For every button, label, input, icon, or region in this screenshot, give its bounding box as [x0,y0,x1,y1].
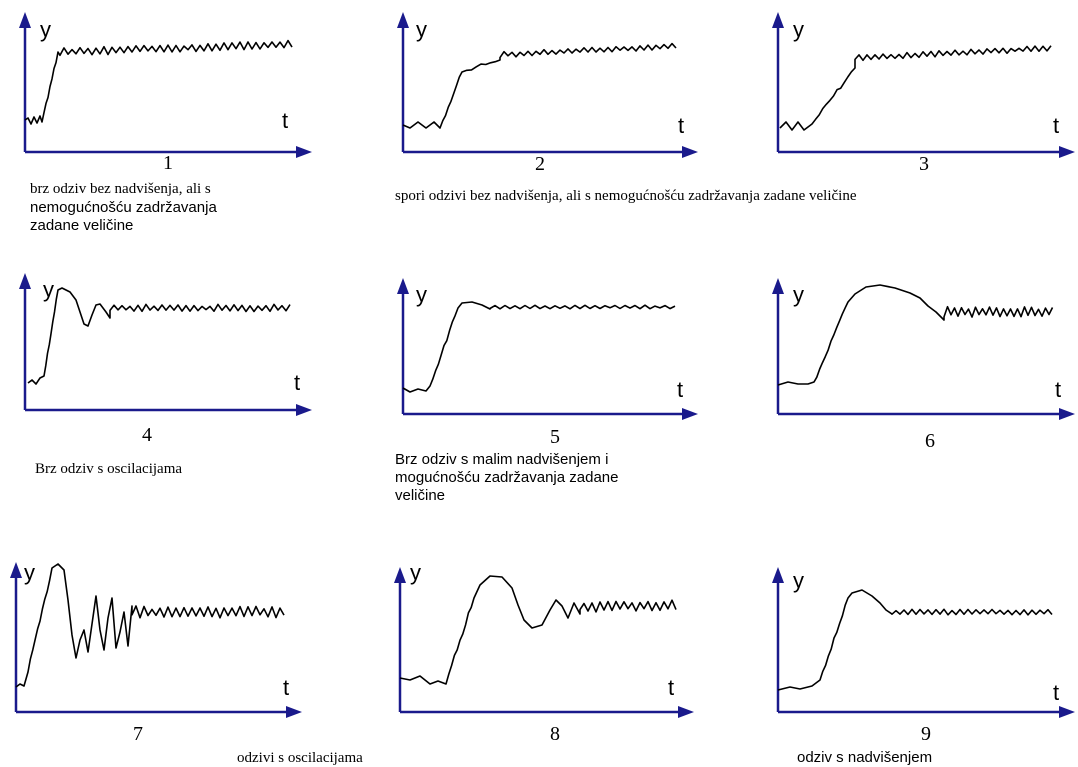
panel-5: y t 5 [397,278,698,448]
panel-8-number: 8 [550,723,560,745]
caption-7-8: odzivi s oscilacijama [237,750,363,766]
panel-9: y t 9 [772,567,1075,745]
caption-1: brz odziv bez nadvišenja, ali s [30,181,211,197]
panel-9-t-label: t [1053,680,1059,705]
panel-7-t-label: t [283,675,289,700]
panel-1-t-label: t [282,108,288,133]
panel-7-axes [10,562,302,718]
panel-4-response-curve [27,287,291,385]
panel-3-y-label: y [793,17,804,42]
panel-7-number: 7 [133,723,143,745]
caption-2-3: spori odzivi bez nadvišenja, ali s nemog… [395,188,857,204]
panel-3: y t 3 [772,12,1075,175]
panel-4: y t 4 [19,273,312,446]
panel-6-y-label: y [793,282,804,307]
panel-6-axes [772,278,1075,420]
panel-7-y-label: y [24,560,35,585]
panel-2-response-curve [402,42,677,129]
panel-6: y t 6 [772,278,1075,452]
panel-3-t-label: t [1053,113,1059,138]
panel-8: y t 8 [394,560,694,745]
panel-8-y-label: y [410,560,421,585]
panel-2-axes [397,12,698,158]
panel-7-response-curve [15,563,285,688]
panel-6-number: 6 [925,430,935,452]
caption-5: Brz odziv s malim nadvišenjem i mogućnoš… [395,451,623,504]
panel-8-response-curve [399,575,677,685]
panel-9-axes [772,567,1075,718]
panel-3-number: 3 [919,153,929,175]
panel-5-response-curve [402,301,676,393]
panel-1-response-curve [24,39,293,125]
panel-2-number: 2 [535,153,545,175]
panel-5-t-label: t [677,377,683,402]
panel-2-t-label: t [678,113,684,138]
panel-9-response-curve [777,589,1053,691]
panel-8-t-label: t [668,675,674,700]
panel-4-t-label: t [294,370,300,395]
panel-4-axes [19,273,312,416]
panel-1-number: 1 [163,152,173,174]
panel-8-axes [394,567,694,718]
panel-1-axes [19,12,312,158]
panel-4-number: 4 [142,424,152,446]
panel-3-response-curve [779,45,1052,131]
panel-4-y-label: y [43,277,54,302]
caption-9: odziv s nadvišenjem [797,749,932,766]
panel-5-number: 5 [550,426,560,448]
caption-1b: nemogućnošću zadržavanja zadane veličine [30,199,221,234]
panel-3-axes [772,12,1075,158]
panel-9-number: 9 [921,723,931,745]
panel-1: y t 1 [19,12,312,174]
panel-7: y t 7 [10,560,302,745]
panel-5-y-label: y [416,282,427,307]
panel-6-response-curve [777,284,1054,386]
panel-2: y t 2 [397,12,698,175]
caption-4: Brz odziv s oscilacijama [35,461,182,477]
panel-2-y-label: y [416,17,427,42]
panel-6-t-label: t [1055,377,1061,402]
panel-1-y-label: y [40,17,51,42]
panel-9-y-label: y [793,568,804,593]
panel-5-axes [397,278,698,420]
